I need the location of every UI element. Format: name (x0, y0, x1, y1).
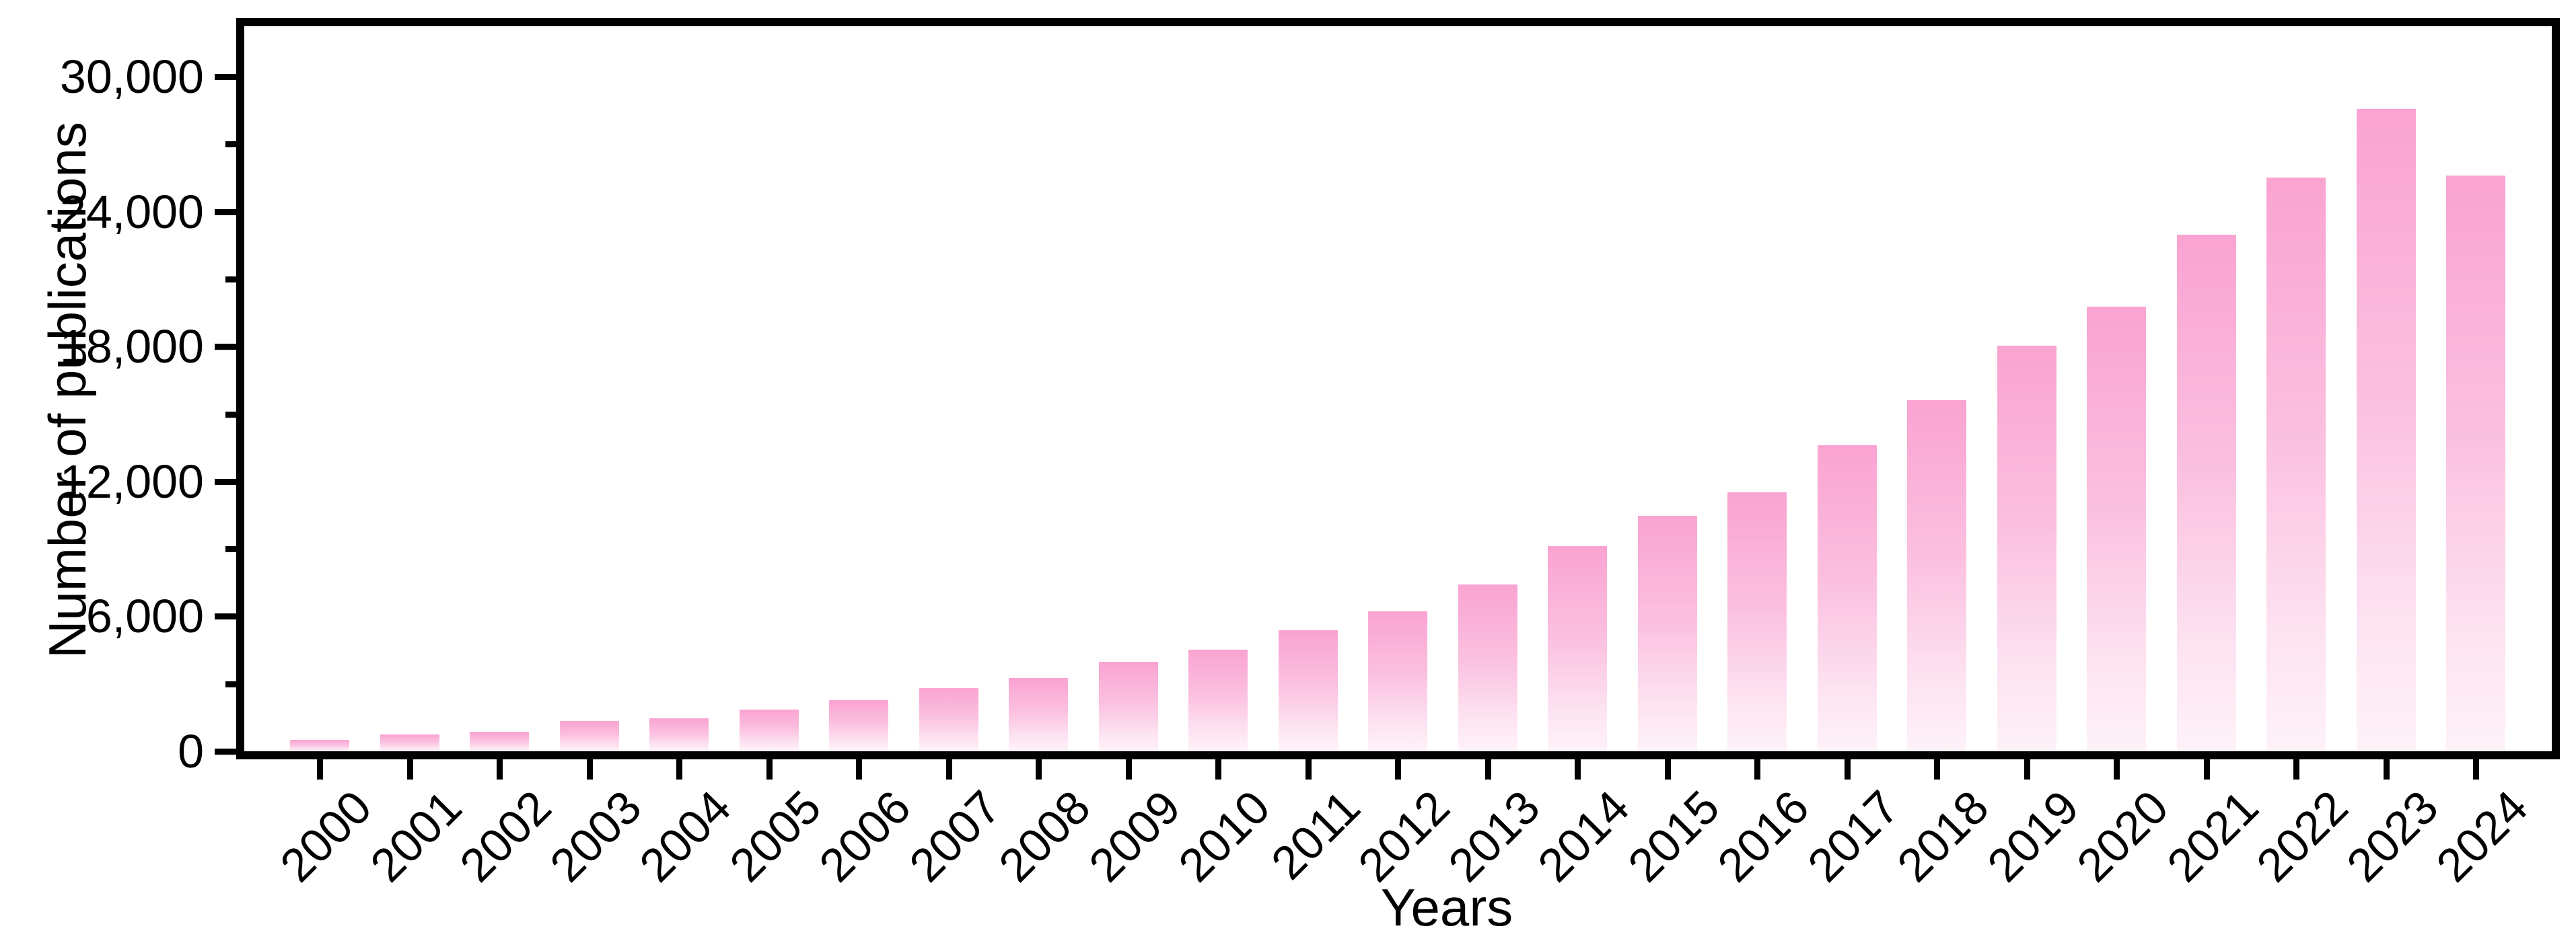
y-tick-label-24000: 24,000 (59, 186, 204, 238)
x-tick-2023 (2384, 759, 2390, 780)
x-tick-2009 (1126, 759, 1132, 780)
bar-2016 (1727, 492, 1787, 751)
x-tick-2015 (1665, 759, 1671, 780)
x-tick-2012 (1395, 759, 1401, 780)
x-tick-2018 (1934, 759, 1940, 780)
bar-2005 (740, 710, 799, 751)
bar-2022 (2266, 178, 2326, 751)
x-tick-2007 (946, 759, 952, 780)
bar-2006 (829, 700, 888, 751)
y-tick-label-12000: 12,000 (59, 455, 204, 508)
x-tick-2016 (1754, 759, 1760, 780)
x-tick-2017 (1845, 759, 1851, 780)
bar-2021 (2177, 235, 2236, 751)
y-minor-tick-9000 (225, 546, 236, 552)
y-major-tick-0 (215, 749, 236, 755)
y-minor-tick-27000 (225, 141, 236, 147)
y-tick-label-18000: 18,000 (59, 320, 204, 373)
x-tick-2001 (407, 759, 413, 780)
x-tick-2022 (2293, 759, 2299, 780)
bar-2018 (1907, 400, 1966, 751)
bar-2015 (1638, 516, 1697, 751)
bar-2002 (470, 732, 529, 751)
x-tick-2024 (2473, 759, 2479, 780)
x-tick-2014 (1575, 759, 1581, 780)
bar-2000 (290, 740, 349, 751)
x-tick-2010 (1215, 759, 1221, 780)
x-tick-2008 (1036, 759, 1042, 780)
y-tick-label-0: 0 (178, 725, 204, 778)
y-major-tick-6000 (215, 613, 236, 619)
bar-2007 (919, 688, 978, 751)
x-tick-2003 (587, 759, 593, 780)
y-tick-label-30000: 30,000 (59, 50, 204, 103)
bar-2019 (1997, 346, 2056, 751)
y-minor-tick-21000 (225, 276, 236, 282)
bar-2010 (1188, 650, 1248, 751)
bar-2011 (1279, 630, 1338, 751)
bar-2014 (1548, 546, 1607, 751)
bar-2020 (2087, 307, 2146, 751)
x-axis-title: Years (1380, 878, 1513, 937)
y-minor-tick-3000 (225, 681, 236, 687)
y-major-tick-30000 (215, 74, 236, 80)
x-tick-2004 (676, 759, 682, 780)
y-major-tick-24000 (215, 209, 236, 215)
bar-2008 (1009, 678, 1068, 751)
x-tick-2002 (497, 759, 503, 780)
y-minor-tick-15000 (225, 412, 236, 418)
bar-2013 (1458, 584, 1517, 751)
y-major-tick-18000 (215, 344, 236, 350)
bar-2009 (1099, 662, 1158, 751)
x-tick-2006 (856, 759, 862, 780)
x-tick-2021 (2204, 759, 2210, 780)
bar-2024 (2446, 176, 2505, 751)
bar-2004 (649, 718, 709, 751)
x-tick-2000 (317, 759, 323, 780)
y-major-tick-12000 (215, 479, 236, 485)
bar-2001 (380, 734, 439, 751)
x-tick-2019 (2024, 759, 2030, 780)
bar-2023 (2357, 109, 2416, 751)
bar-2017 (1818, 445, 1877, 751)
bar-2003 (560, 721, 619, 751)
y-tick-label-6000: 6,000 (85, 590, 204, 642)
x-tick-2013 (1485, 759, 1491, 780)
x-tick-2020 (2114, 759, 2120, 780)
bar-2012 (1368, 611, 1427, 751)
x-tick-2011 (1305, 759, 1312, 780)
plot-frame (236, 18, 2560, 759)
x-tick-2005 (766, 759, 773, 780)
